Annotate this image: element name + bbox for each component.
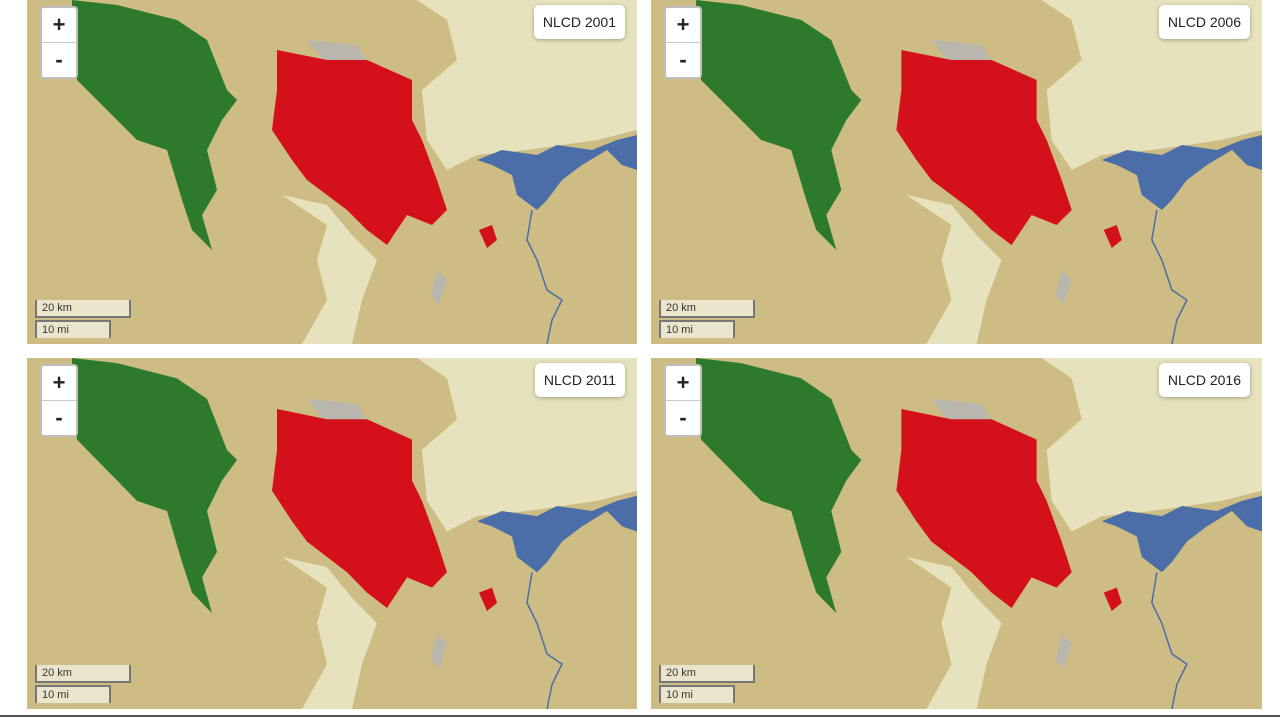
map-panel: + - NLCD 2016 20 km 10 mi	[651, 358, 1262, 709]
urban	[896, 409, 1072, 608]
divider	[0, 715, 1280, 717]
developed-open	[431, 633, 447, 670]
land-cover-map	[696, 0, 1262, 344]
forest	[696, 358, 862, 614]
zoom-in-button[interactable]: +	[676, 12, 690, 37]
shrubland	[1041, 358, 1262, 532]
urban	[479, 225, 497, 248]
forest	[696, 0, 862, 250]
urban	[896, 50, 1072, 245]
shrubland	[417, 0, 637, 170]
scale-km: 20 km	[35, 300, 131, 318]
zoom-control: + -	[40, 6, 78, 79]
zoom-out-button[interactable]: -	[666, 42, 700, 77]
scale-km: 20 km	[659, 300, 755, 318]
map-panel: + - NLCD 2011 20 km 10 mi	[27, 358, 637, 709]
shrubland	[906, 556, 1002, 709]
scale-bar: 20 km 10 mi	[659, 300, 755, 338]
scale-mi: 10 mi	[35, 320, 111, 338]
zoom-control: + -	[664, 6, 702, 79]
urban	[1103, 587, 1122, 612]
scale-mi: 10 mi	[659, 320, 735, 338]
forest	[72, 0, 237, 250]
layer-label: NLCD 2001	[533, 5, 625, 39]
zoom-out-button[interactable]: -	[666, 400, 700, 435]
river	[1151, 209, 1188, 344]
water	[1101, 135, 1262, 210]
water	[1101, 495, 1262, 573]
developed-open	[1055, 633, 1072, 670]
scale-bar: 20 km 10 mi	[35, 300, 131, 338]
layer-label: NLCD 2011	[534, 363, 625, 397]
urban	[479, 587, 497, 612]
shrubland	[1041, 0, 1262, 170]
water	[477, 495, 637, 573]
urban	[272, 409, 447, 608]
land-cover-map	[72, 0, 637, 344]
zoom-control: + -	[664, 364, 702, 437]
map-panel: + - NLCD 2006 20 km 10 mi	[651, 0, 1262, 344]
zoom-control: + -	[40, 364, 78, 437]
forest	[72, 358, 237, 614]
developed-open	[431, 270, 447, 305]
scale-bar: 20 km 10 mi	[35, 665, 131, 703]
river	[526, 572, 563, 709]
shrubland	[282, 195, 377, 344]
zoom-out-button[interactable]: -	[42, 42, 76, 77]
scale-km: 20 km	[659, 665, 755, 683]
shrubland	[282, 556, 377, 709]
zoom-in-button[interactable]: +	[676, 370, 690, 395]
water	[477, 135, 637, 210]
zoom-in-button[interactable]: +	[52, 12, 66, 37]
scale-mi: 10 mi	[659, 685, 735, 703]
scale-km: 20 km	[35, 665, 131, 683]
urban	[1103, 225, 1122, 248]
shrubland	[417, 358, 637, 532]
river	[1151, 572, 1188, 709]
land-cover-map	[696, 358, 1262, 709]
map-panel: + - NLCD 2001 20 km 10 mi	[27, 0, 637, 344]
urban	[272, 50, 447, 245]
land-cover-map	[72, 358, 637, 709]
developed-open	[1055, 270, 1072, 305]
scale-mi: 10 mi	[35, 685, 111, 703]
layer-label: NLCD 2016	[1158, 363, 1250, 397]
river	[526, 209, 563, 344]
zoom-in-button[interactable]: +	[52, 370, 66, 395]
zoom-out-button[interactable]: -	[42, 400, 76, 435]
layer-label: NLCD 2006	[1158, 5, 1250, 39]
scale-bar: 20 km 10 mi	[659, 665, 755, 703]
shrubland	[906, 195, 1002, 344]
